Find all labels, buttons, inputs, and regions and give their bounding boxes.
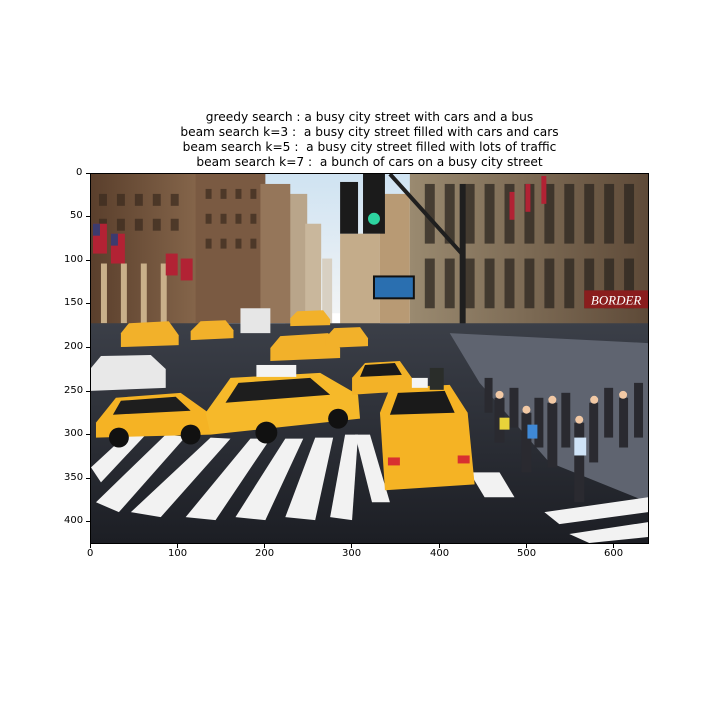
taxi-left <box>95 392 211 448</box>
x-tick-label: 500 <box>517 548 537 559</box>
left-building <box>91 174 211 334</box>
caption-beam-k7: beam search k=7 : a bunch of cars on a b… <box>196 155 543 169</box>
x-tick-label: 200 <box>255 548 275 559</box>
trash-can <box>429 367 444 390</box>
x-tick-mark <box>613 544 614 548</box>
x-tick-label: 100 <box>168 548 188 559</box>
x-tick-label: 300 <box>342 548 362 559</box>
x-tick-label: 600 <box>604 548 624 559</box>
caption-beam-k3: beam search k=3 : a busy city street fil… <box>180 125 559 139</box>
y-tick-label: 350 <box>64 472 84 483</box>
taxi-mid <box>352 360 412 395</box>
y-tick-label: 400 <box>64 515 84 526</box>
image-plot-area: BORDER <box>90 173 649 544</box>
billboard <box>372 275 415 300</box>
distant-building <box>285 193 308 324</box>
x-tick-mark <box>439 544 440 548</box>
x-tick-mark <box>90 544 91 548</box>
x-tick-label: 0 <box>87 548 94 559</box>
x-tick-label: 400 <box>430 548 450 559</box>
taxi-center <box>205 364 361 444</box>
y-tick-mark <box>86 521 90 522</box>
y-tick-mark <box>86 391 90 392</box>
flags <box>92 223 193 281</box>
x-tick-mark <box>264 544 265 548</box>
y-tick-mark <box>86 303 90 304</box>
caption-greedy: greedy search : a busy city street with … <box>205 110 534 124</box>
y-tick-label: 200 <box>64 341 84 352</box>
y-tick-mark <box>86 478 90 479</box>
y-tick-label: 50 <box>70 210 83 221</box>
y-tick-label: 250 <box>64 385 84 396</box>
lamp-post <box>459 183 466 413</box>
y-tick-label: 100 <box>64 254 84 265</box>
taxi-right-front <box>379 377 475 491</box>
y-tick-mark <box>86 347 90 348</box>
y-tick-label: 150 <box>64 297 84 308</box>
van <box>240 308 271 334</box>
caption-block: greedy search : a busy city street with … <box>90 110 649 170</box>
traffic-light <box>340 181 359 234</box>
y-tick-mark <box>86 434 90 435</box>
y-tick-mark <box>86 216 90 217</box>
y-tick-mark <box>86 260 90 261</box>
x-tick-mark <box>351 544 352 548</box>
x-tick-mark <box>526 544 527 548</box>
white-car <box>91 355 166 391</box>
caption-beam-k5: beam search k=5 : a busy city street fil… <box>182 140 557 154</box>
crosswalk <box>91 430 648 543</box>
y-tick-label: 300 <box>64 428 84 439</box>
street-scene-image: BORDER <box>91 174 648 543</box>
store-sign <box>584 290 648 309</box>
y-tick-label: 0 <box>76 167 83 178</box>
store-sign-text: BORDER <box>591 292 641 307</box>
x-tick-mark <box>177 544 178 548</box>
y-tick-mark <box>86 173 90 174</box>
taxi-back <box>120 310 369 361</box>
